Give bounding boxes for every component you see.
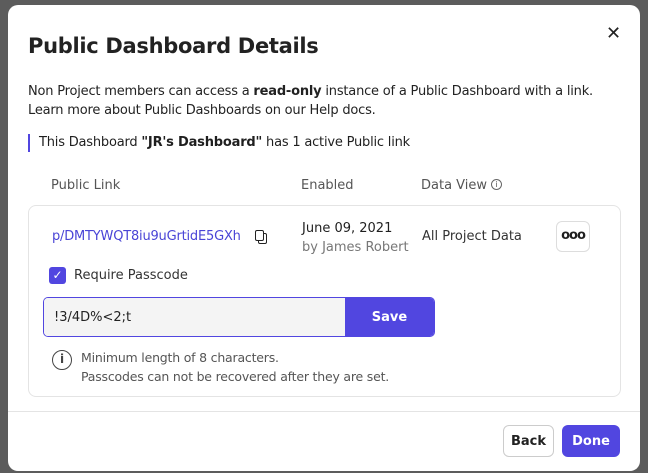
public-link-card: p/DMTYWQT8iu9uGrtidE5GXh June 09, 2021 by… (28, 205, 621, 397)
info-icon: i (52, 350, 72, 370)
close-icon[interactable]: ✕ (606, 23, 622, 44)
back-button[interactable]: Back (503, 425, 554, 457)
require-passcode-checkbox[interactable]: ✓ (49, 267, 66, 284)
info-icon[interactable]: i (491, 179, 503, 190)
copy-icon[interactable] (255, 230, 267, 244)
description: Non Project members can access a read-on… (28, 84, 593, 118)
footer-divider (8, 411, 640, 412)
public-link[interactable]: p/DMTYWQT8iu9uGrtidE5GXh (52, 229, 241, 244)
column-public-link: Public Link (51, 178, 121, 193)
enabled-date: June 09, 2021 by James Robert (302, 221, 409, 255)
require-passcode-label[interactable]: Require Passcode (74, 268, 188, 283)
public-dashboard-modal: Public Dashboard Details ✕ Non Project m… (8, 5, 640, 471)
modal-title: Public Dashboard Details (28, 34, 319, 58)
save-button[interactable]: Save (345, 298, 434, 336)
column-enabled: Enabled (301, 178, 354, 193)
passcode-input[interactable] (44, 298, 345, 336)
column-data-view: Data View i (421, 178, 503, 193)
passcode-group: Save (43, 297, 435, 337)
done-button[interactable]: Done (562, 425, 620, 457)
passcode-hint: Minimum length of 8 characters. Passcodes… (81, 350, 390, 384)
more-options-button[interactable]: ooo (556, 221, 590, 252)
active-link-note: This Dashboard "JR's Dashboard" has 1 ac… (28, 134, 410, 152)
data-view-value: All Project Data (422, 229, 522, 244)
